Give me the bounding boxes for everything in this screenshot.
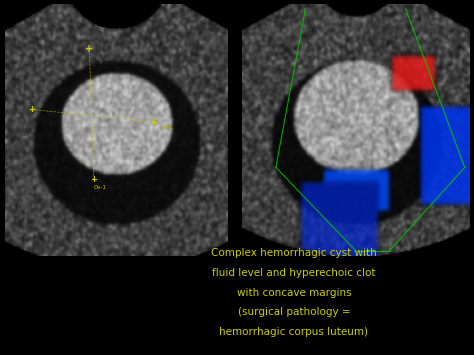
- Text: Complex hemorrhagic cyst with: Complex hemorrhagic cyst with: [211, 248, 377, 258]
- Text: fluid level and hyperechoic clot: fluid level and hyperechoic clot: [212, 268, 375, 278]
- Text: +: +: [91, 175, 97, 185]
- Text: +: +: [151, 118, 157, 126]
- Text: hemorrhagic corpus luteum): hemorrhagic corpus luteum): [219, 327, 368, 337]
- Text: Ov-L: Ov-L: [161, 125, 173, 130]
- Text: +: +: [85, 44, 93, 54]
- Text: with concave margins: with concave margins: [237, 288, 351, 297]
- Text: +: +: [28, 105, 35, 114]
- Text: (surgical pathology =: (surgical pathology =: [237, 307, 350, 317]
- Text: Ov-1: Ov-1: [94, 185, 107, 190]
